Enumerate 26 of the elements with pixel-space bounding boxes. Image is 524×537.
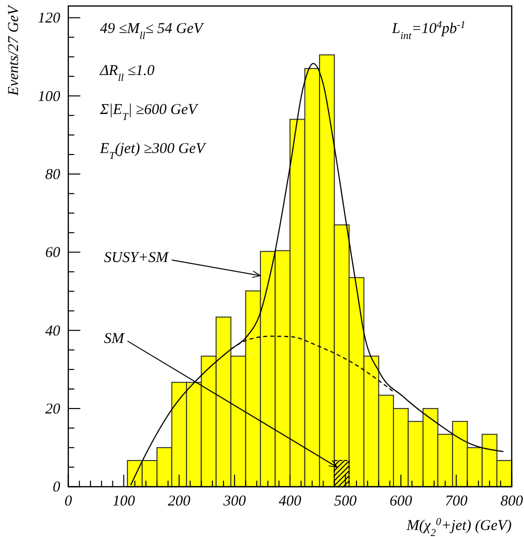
annotation: 49 ≤M$_{ll}$≤ 54 GeV xyxy=(100,21,205,42)
x-tick-label: 500 xyxy=(334,494,358,510)
annotation: L$_{int}$=10$^{4}$pb$^{-1}$ xyxy=(391,20,466,42)
annotation: ΔR$_{ll}$ ≤1.0 xyxy=(99,63,156,84)
y-tick-label: 120 xyxy=(38,10,61,27)
y-tick-label: 40 xyxy=(45,323,61,340)
x-tick-label: 200 xyxy=(168,494,191,510)
y-tick-label: 0 xyxy=(52,480,61,496)
y-tick-label: 60 xyxy=(45,245,61,262)
annotation: E$_{T}$(jet) ≥300 GeV xyxy=(99,141,207,162)
y-axis-title: Events/27 GeV xyxy=(6,4,22,97)
x-tick-label: 0 xyxy=(64,494,73,510)
y-tick-label: 20 xyxy=(45,402,61,418)
x-tick-label: 800 xyxy=(500,494,524,510)
x-tick-label: 100 xyxy=(112,494,136,510)
x-tick-label: 700 xyxy=(445,494,468,510)
annotation: SUSY+SM xyxy=(104,250,170,266)
y-tick-label: 80 xyxy=(45,167,61,184)
y-tick-label: 100 xyxy=(38,88,61,105)
x-tick-label: 400 xyxy=(278,494,302,510)
x-tick-label: 600 xyxy=(390,494,413,510)
annotation: SM xyxy=(104,331,126,347)
annotation: Σ|E$_{T}$| ≥600 GeV xyxy=(99,102,199,122)
x-tick-label: 300 xyxy=(222,494,246,510)
line-series xyxy=(230,336,394,392)
x-axis-title: M(χ$_{2}$$^{0}$+jet) (GeV) xyxy=(406,516,512,537)
